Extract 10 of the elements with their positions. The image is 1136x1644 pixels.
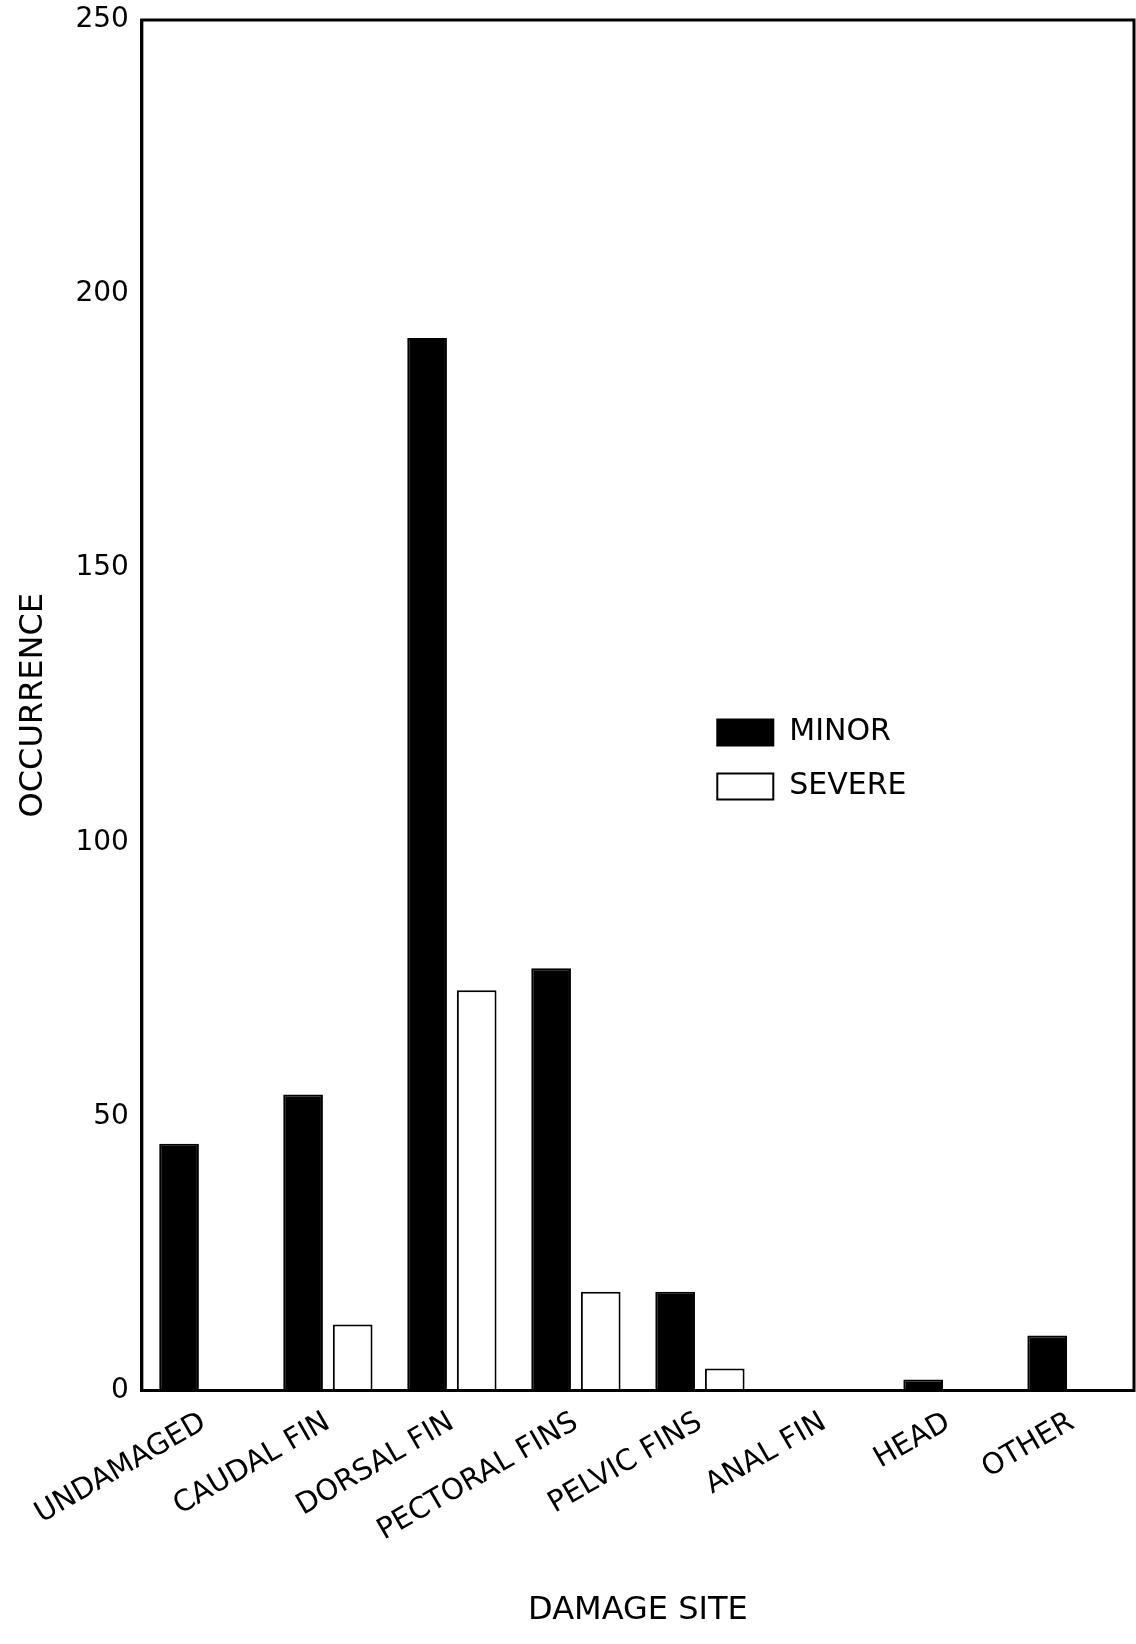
legend-label: MINOR <box>789 712 891 748</box>
x-axis-title: DAMAGE SITE <box>528 1589 748 1628</box>
y-tick-label: 200 <box>75 275 129 309</box>
y-tick-label: 0 <box>111 1371 129 1405</box>
y-tick-label: 250 <box>75 1 129 35</box>
legend-label: SEVERE <box>789 766 907 802</box>
y-tick-label: 150 <box>75 549 129 583</box>
y-tick-label: 100 <box>75 823 129 857</box>
y-axis-title: OCCURRENCE <box>11 592 50 818</box>
y-tick-label: 50 <box>93 1097 129 1131</box>
